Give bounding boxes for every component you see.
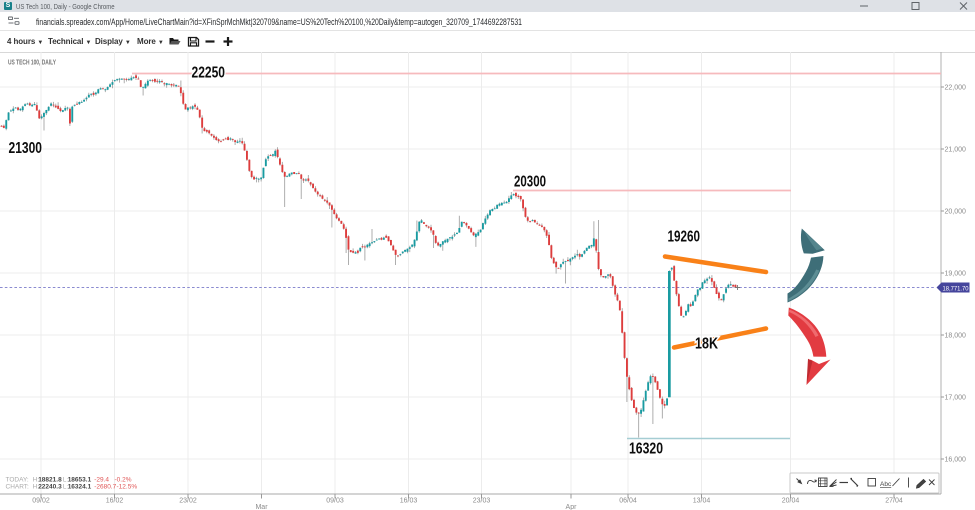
svg-text:L:: L:: [63, 484, 69, 491]
svg-text:-12.5%: -12.5%: [117, 484, 138, 491]
svg-text:19,000: 19,000: [945, 271, 967, 278]
svg-text:16324.1: 16324.1: [68, 484, 92, 491]
svg-text:Apr: Apr: [566, 504, 578, 510]
svg-text:23/02: 23/02: [179, 498, 197, 505]
svg-text:16/03: 16/03: [400, 498, 418, 505]
svg-text:16,000: 16,000: [945, 457, 967, 464]
svg-text:20/04: 20/04: [782, 498, 800, 505]
svg-text:13/04: 13/04: [693, 498, 711, 505]
svg-text:27/04: 27/04: [885, 498, 903, 505]
svg-text:CHART:: CHART:: [6, 484, 30, 491]
svg-text:-2680.7: -2680.7: [94, 484, 116, 491]
svg-text:22250: 22250: [192, 65, 226, 82]
svg-text:H:: H:: [33, 477, 40, 484]
svg-text:H:: H:: [33, 484, 40, 491]
svg-text:20300: 20300: [514, 174, 546, 191]
svg-text:06/04: 06/04: [619, 498, 637, 505]
svg-text:20,000: 20,000: [945, 209, 967, 216]
svg-text:18653.1: 18653.1: [68, 477, 92, 484]
svg-text:Mar: Mar: [255, 504, 268, 510]
svg-text:17,000: 17,000: [945, 395, 967, 402]
svg-text:22240.3: 22240.3: [38, 484, 62, 491]
svg-text:16320: 16320: [629, 441, 663, 458]
svg-text:TODAY:: TODAY:: [6, 477, 29, 484]
svg-text:18K: 18K: [695, 336, 719, 353]
svg-text:18821.8: 18821.8: [38, 477, 62, 484]
svg-text:23/03: 23/03: [473, 498, 491, 505]
svg-text:21,000: 21,000: [945, 147, 967, 154]
svg-text:21300: 21300: [9, 140, 43, 157]
svg-text:22,000: 22,000: [945, 85, 967, 92]
svg-text:-0.2%: -0.2%: [115, 477, 132, 484]
svg-text:19260: 19260: [668, 229, 701, 246]
svg-text:-29.4: -29.4: [94, 477, 109, 484]
svg-text:18,000: 18,000: [945, 333, 967, 340]
svg-text:09/02: 09/02: [32, 498, 50, 505]
svg-text:US TECH 100, DAILY: US TECH 100, DAILY: [8, 60, 56, 67]
svg-text:Abc: Abc: [880, 481, 892, 488]
svg-text:16/02: 16/02: [106, 498, 124, 505]
svg-text:18,771.70: 18,771.70: [943, 285, 969, 292]
svg-text:L:: L:: [63, 477, 69, 484]
svg-text:09/03: 09/03: [326, 498, 344, 505]
